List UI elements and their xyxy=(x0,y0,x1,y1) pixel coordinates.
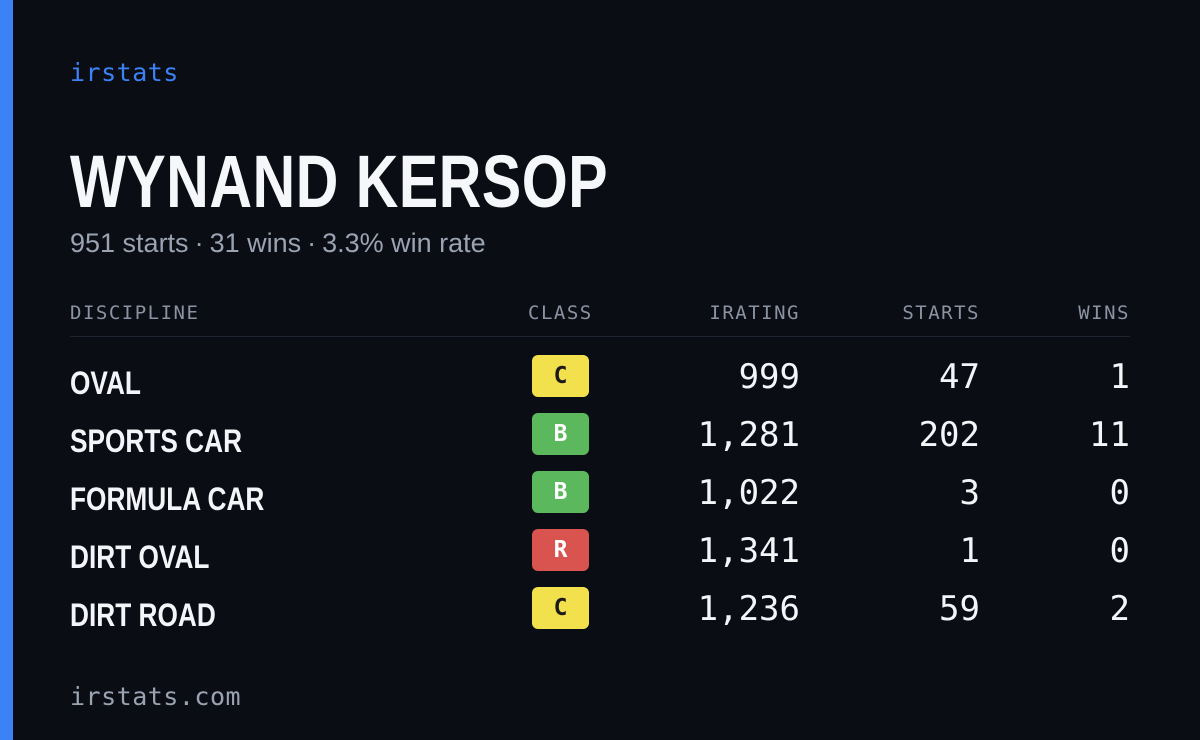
discipline-name: DIRT ROAD xyxy=(70,597,216,633)
wins-value: 0 xyxy=(1109,473,1130,513)
separator: · xyxy=(307,228,317,258)
column-header-irating: IRATING xyxy=(709,302,800,324)
irating-value: 1,341 xyxy=(697,531,800,571)
wins-count: 31 wins xyxy=(209,228,302,258)
irating-value: 1,236 xyxy=(697,589,800,629)
driver-summary: 951 starts · 31 wins · 3.3% win rate xyxy=(70,228,486,259)
irating-value: 1,022 xyxy=(697,473,800,513)
column-header-class: CLASS xyxy=(528,302,593,324)
wins-value: 0 xyxy=(1109,531,1130,571)
class-badge: R xyxy=(532,529,589,571)
discipline-name: OVAL xyxy=(70,365,141,401)
class-badge: C xyxy=(532,355,589,397)
irating-value: 1,281 xyxy=(697,415,800,455)
wins-value: 2 xyxy=(1109,589,1130,629)
table-row: OVAL C 999 47 1 xyxy=(70,353,1130,411)
irating-value: 999 xyxy=(738,357,800,397)
class-badge: B xyxy=(532,471,589,513)
column-header-wins: WINS xyxy=(1078,302,1130,324)
starts-value: 3 xyxy=(959,473,980,513)
starts-value: 1 xyxy=(959,531,980,571)
footer-domain: irstats.com xyxy=(70,682,242,711)
starts-count: 951 starts xyxy=(70,228,189,258)
class-badge: C xyxy=(532,587,589,629)
discipline-name: FORMULA CAR xyxy=(70,481,265,517)
wins-value: 11 xyxy=(1089,415,1130,455)
driver-name: WYNAND KERSOP xyxy=(70,140,609,223)
table-row: DIRT ROAD C 1,236 59 2 xyxy=(70,585,1130,643)
table-header: DISCIPLINE CLASS IRATING STARTS WINS xyxy=(70,296,1130,337)
discipline-name: DIRT OVAL xyxy=(70,539,210,575)
starts-value: 202 xyxy=(918,415,980,455)
stats-table: DISCIPLINE CLASS IRATING STARTS WINS OVA… xyxy=(70,296,1130,643)
table-body: OVAL C 999 47 1 SPORTS CAR B 1,281 202 1… xyxy=(70,353,1130,643)
class-badge: B xyxy=(532,413,589,455)
table-row: FORMULA CAR B 1,022 3 0 xyxy=(70,469,1130,527)
discipline-name: SPORTS CAR xyxy=(70,423,243,459)
brand-logo-text: irstats xyxy=(70,58,179,87)
separator: · xyxy=(194,228,204,258)
column-header-discipline: DISCIPLINE xyxy=(70,302,200,324)
win-rate: 3.3% win rate xyxy=(322,228,486,258)
wins-value: 1 xyxy=(1109,357,1130,397)
table-row: SPORTS CAR B 1,281 202 11 xyxy=(70,411,1130,469)
starts-value: 59 xyxy=(939,589,980,629)
accent-bar xyxy=(0,0,13,740)
table-row: DIRT OVAL R 1,341 1 0 xyxy=(70,527,1130,585)
column-header-starts: STARTS xyxy=(902,302,980,324)
starts-value: 47 xyxy=(939,357,980,397)
